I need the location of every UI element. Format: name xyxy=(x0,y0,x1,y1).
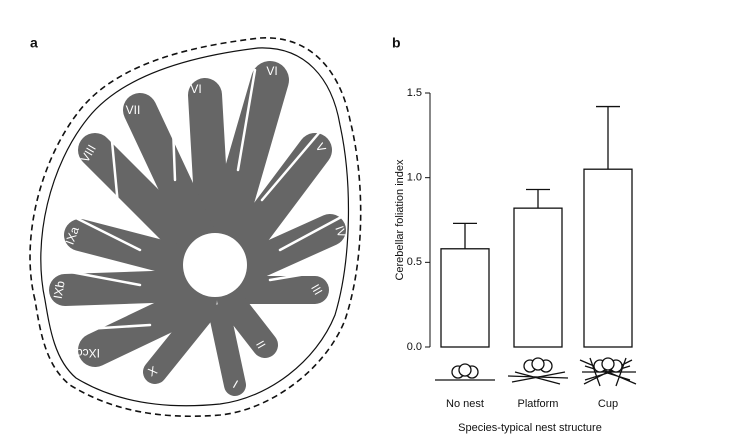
panel-label: b xyxy=(392,35,401,51)
bar xyxy=(584,169,632,347)
y-tick-label: 0.0 xyxy=(407,341,422,353)
x-tick-label: Cup xyxy=(598,398,618,410)
bar xyxy=(441,249,489,347)
y-tick-label: 0.5 xyxy=(407,256,422,268)
bar xyxy=(514,208,562,347)
y-tick-label: 1.5 xyxy=(407,87,422,99)
lobule-label: VII xyxy=(126,103,141,117)
panel-label: a xyxy=(30,35,38,51)
lobule-label: VI xyxy=(190,82,201,96)
lobule-label: VI xyxy=(266,64,277,78)
bar-chart: Cerebellar foliation index Species-typic… xyxy=(394,87,636,434)
y-tick-label: 1.0 xyxy=(407,172,422,184)
cerebellum-diagram: VI VI VII VIII V IXa IV IXb III II IXcd … xyxy=(30,38,361,416)
nest-icons xyxy=(435,358,636,386)
lobule-label: IXcd xyxy=(76,346,100,360)
x-tick-label: Platform xyxy=(518,398,559,410)
y-axis-title: Cerebellar foliation index xyxy=(394,159,406,281)
x-axis-title: Species-typical nest structure xyxy=(458,422,602,434)
x-tick-label: No nest xyxy=(446,398,484,410)
figure: a b VI VI VII VIII xyxy=(0,0,729,446)
